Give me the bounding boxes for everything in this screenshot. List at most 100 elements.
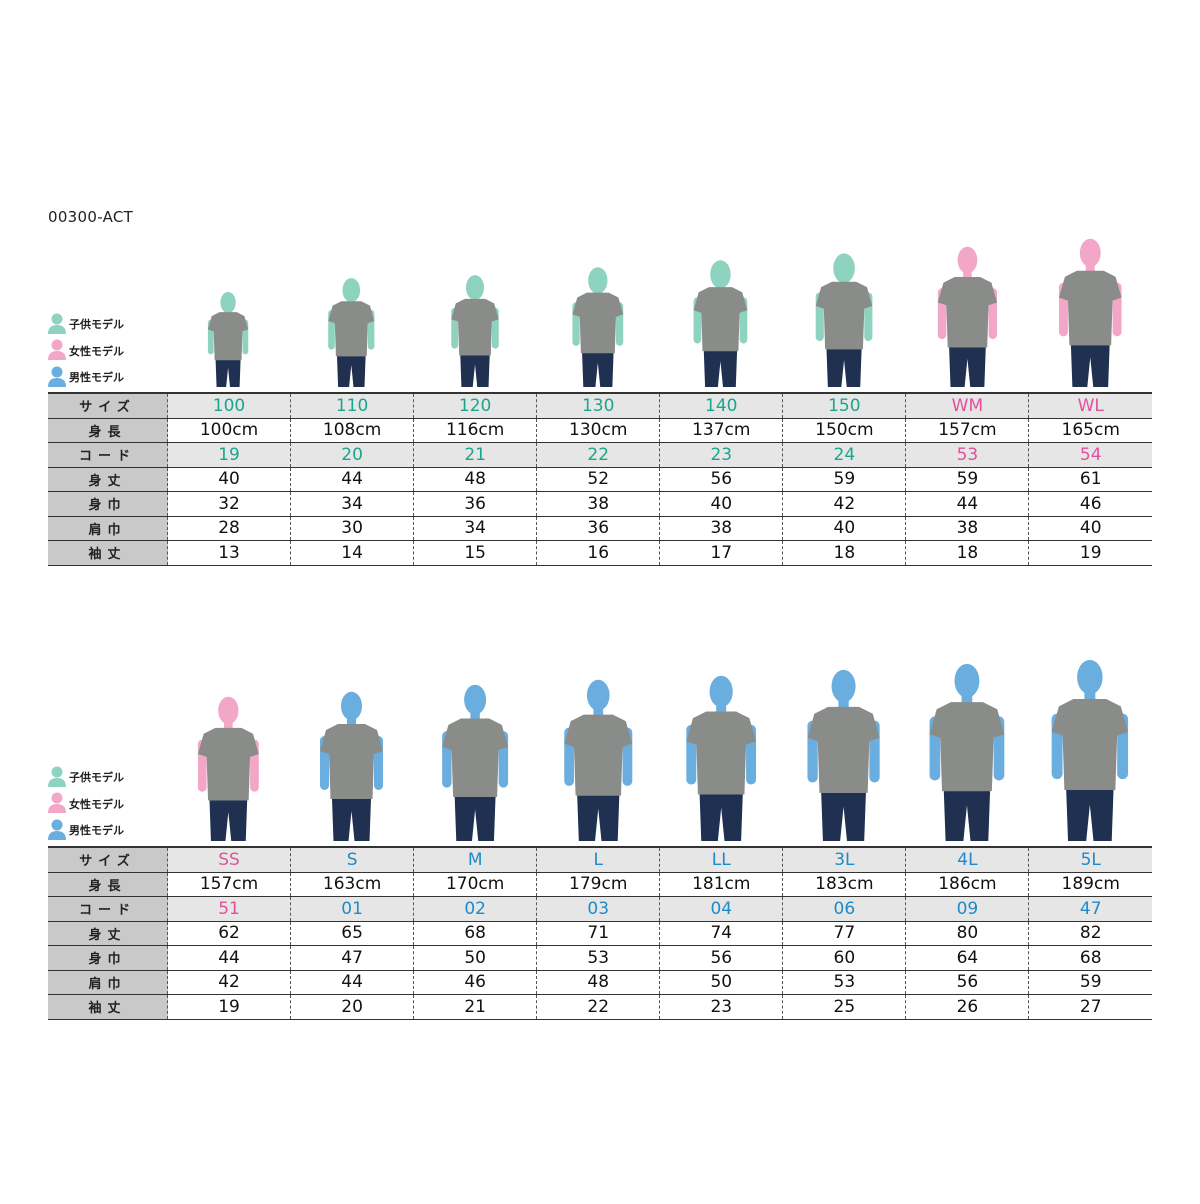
cell-v1: 44	[905, 491, 1029, 517]
row-label: 身丈	[48, 467, 168, 492]
table-row: 身巾 44 47 50 53 56 60 64 68	[48, 945, 1152, 971]
legend-label: 子供モデル	[69, 771, 124, 785]
table-row: 肩巾 42 44 46 48 50 53 56 59	[48, 970, 1152, 995]
cell-v3: 21	[413, 994, 537, 1020]
cell-v3: 26	[905, 994, 1029, 1020]
cell-v3: 13	[166, 540, 291, 566]
cell-height: 130cm	[536, 418, 660, 443]
cell-v1: 47	[290, 945, 414, 971]
row-label: 身巾	[48, 945, 168, 971]
cell-v3: 18	[905, 540, 1029, 566]
table-row: 身巾 32 34 36 38 40 42 44 46	[48, 491, 1152, 517]
cell-v2: 44	[290, 970, 414, 995]
cell-v2: 30	[290, 516, 414, 541]
legend-item-child: 子供モデル	[48, 311, 124, 338]
table-row: 肩巾 28 30 34 36 38 40 38 40	[48, 516, 1152, 541]
child-model-figure	[691, 259, 750, 391]
cell-v2: 28	[166, 516, 291, 541]
cell-height: 157cm	[166, 872, 291, 897]
cell-code: 23	[659, 442, 783, 468]
cell-v0: 48	[413, 467, 537, 492]
row-label: 身巾	[48, 491, 168, 517]
male-model-icon	[48, 818, 69, 843]
row-label: 袖丈	[48, 994, 168, 1020]
cell-v3: 19	[1028, 540, 1152, 566]
cell-code: 53	[905, 442, 1029, 468]
legend-item-male: 男性モデル	[48, 364, 124, 391]
cell-v0: 52	[536, 467, 660, 492]
cell-v3: 25	[782, 994, 906, 1020]
child-model-icon	[48, 312, 69, 337]
cell-v2: 56	[905, 970, 1029, 995]
cell-height: 181cm	[659, 872, 783, 897]
cell-v0: 61	[1028, 467, 1152, 492]
row-label: サイズ	[48, 392, 168, 419]
female-model-icon	[48, 791, 69, 816]
row-label: 肩巾	[48, 516, 168, 541]
cell-v3: 15	[413, 540, 537, 566]
cell-code: 01	[290, 896, 414, 922]
cell-v0: 40	[166, 467, 291, 492]
cell-v3: 16	[536, 540, 660, 566]
legend-label: 女性モデル	[69, 344, 124, 358]
cell-size: 140	[659, 392, 783, 419]
cell-code: 04	[659, 896, 783, 922]
cell-code: 20	[290, 442, 414, 468]
cell-height: 150cm	[782, 418, 906, 443]
product-code: 00300-ACT	[48, 208, 134, 226]
cell-size: 150	[782, 392, 906, 419]
cell-v0: 80	[905, 921, 1029, 946]
size-table: サイズ 100 110 120 130 140 150 WM WL 身長 100cm 108cm 116…	[48, 392, 1152, 566]
cell-code: 54	[1028, 442, 1152, 468]
child-model-figure	[326, 277, 377, 391]
cell-v3: 27	[1028, 994, 1152, 1020]
cell-v3: 18	[782, 540, 906, 566]
cell-v1: 38	[536, 491, 660, 517]
cell-v0: 82	[1028, 921, 1152, 946]
legend-label: 子供モデル	[69, 318, 124, 332]
cell-height: 189cm	[1028, 872, 1152, 897]
male-model-figure	[804, 669, 883, 845]
table-row: 身丈 40 44 48 52 56 59 59 61	[48, 467, 1152, 492]
cell-size: 5L	[1028, 846, 1152, 873]
male-model-icon	[48, 365, 69, 390]
cell-v0: 65	[290, 921, 414, 946]
cell-v1: 36	[413, 491, 537, 517]
female-model-figure	[935, 246, 1000, 391]
cell-size: WM	[905, 392, 1029, 419]
size-table: サイズ SS S M L LL 3L 4L 5L 身長 157cm 163cm 170cm 179cm 18…	[48, 846, 1152, 1020]
cell-height: 108cm	[290, 418, 414, 443]
cell-code: 06	[782, 896, 906, 922]
cell-v0: 68	[413, 921, 537, 946]
cell-height: 179cm	[536, 872, 660, 897]
table-row: 袖丈 13 14 15 16 17 18 18 19	[48, 540, 1152, 566]
child-model-figure	[813, 252, 875, 391]
table-row: 身長 100cm 108cm 116cm 130cm 137cm 150cm 157cm 165…	[48, 418, 1152, 443]
cell-v1: 42	[782, 491, 906, 517]
cell-height: 170cm	[413, 872, 537, 897]
table-row: 袖丈 19 20 21 22 23 25 26 27	[48, 994, 1152, 1020]
cell-v1: 46	[1028, 491, 1152, 517]
male-model-figure	[561, 679, 636, 845]
cell-code: 24	[782, 442, 906, 468]
male-model-figure	[317, 691, 386, 845]
table-row: サイズ SS S M L LL 3L 4L 5L	[48, 846, 1152, 873]
cell-size: 3L	[782, 846, 906, 873]
cell-v3: 20	[290, 994, 414, 1020]
cell-size: 100	[166, 392, 291, 419]
cell-height: 183cm	[782, 872, 906, 897]
legend-item-female: 女性モデル	[48, 791, 124, 818]
model-legend: 子供モデル 女性モデル 男性モデル	[48, 764, 124, 844]
cell-v2: 38	[659, 516, 783, 541]
cell-v1: 32	[166, 491, 291, 517]
cell-size: 120	[413, 392, 537, 419]
cell-v3: 19	[166, 994, 291, 1020]
male-model-figure	[926, 663, 1008, 845]
row-label: 袖丈	[48, 540, 168, 566]
row-label: 身長	[48, 418, 168, 443]
cell-v0: 77	[782, 921, 906, 946]
cell-height: 163cm	[290, 872, 414, 897]
cell-code: 21	[413, 442, 537, 468]
cell-size: 110	[290, 392, 414, 419]
